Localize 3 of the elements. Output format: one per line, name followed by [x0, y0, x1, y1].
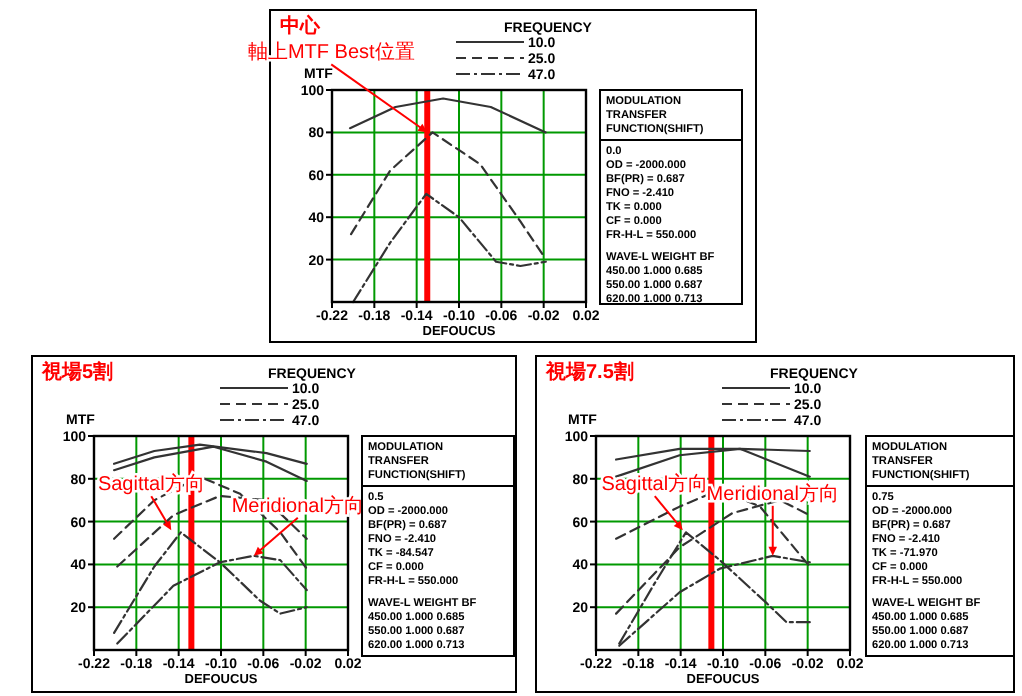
chart-title: 視場5割 — [40, 360, 114, 384]
chart-title: 視場7.5割 — [544, 360, 634, 384]
chart-title: 中心 — [280, 14, 322, 38]
